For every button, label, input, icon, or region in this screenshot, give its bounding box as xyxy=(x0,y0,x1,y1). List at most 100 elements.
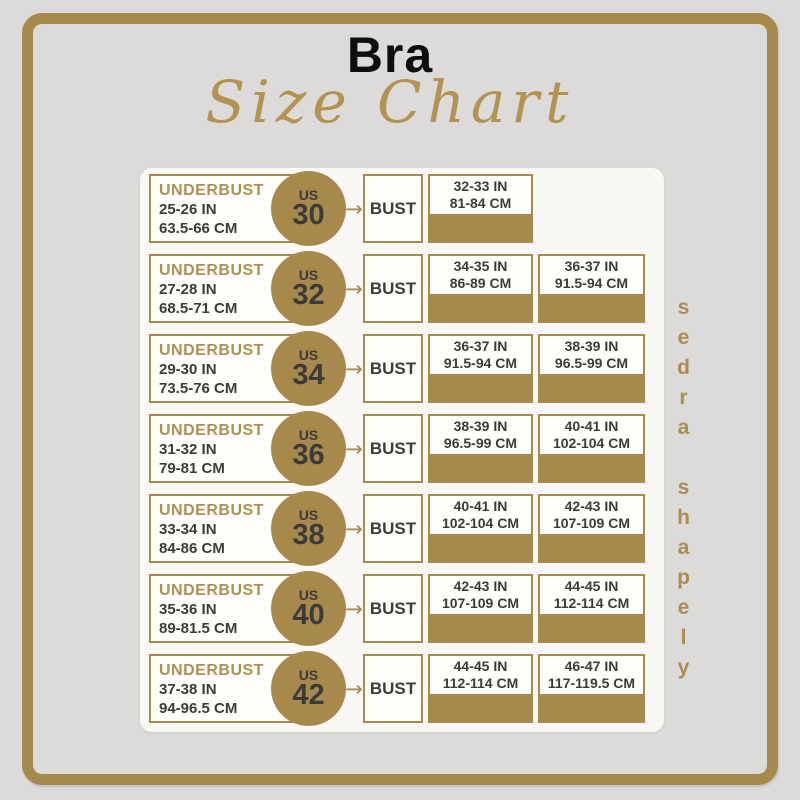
bust-range-cm: 117-119.5 CM xyxy=(547,675,636,691)
bust-range-inches: 42-43 IN xyxy=(453,578,508,594)
table-row: UNDERBUST 27-28 IN 68.5-71 CM US 32 → BU… xyxy=(149,251,654,326)
underbust-cm: 68.5-71 CM xyxy=(159,300,238,317)
underbust-cm: 84-86 CM xyxy=(159,540,225,557)
bust-range-inches: 36-37 IN xyxy=(453,338,508,354)
bust-range-inches: 42-43 IN xyxy=(564,498,619,514)
gold-fill-bar xyxy=(430,694,531,721)
bust-range-cm: 102-104 CM xyxy=(552,435,631,451)
underbust-cm: 94-96.5 CM xyxy=(159,700,238,717)
us-size-number: 32 xyxy=(292,278,325,311)
bust-range-cm: 81-84 CM xyxy=(449,195,512,211)
us-label: US xyxy=(298,586,319,603)
underbust-inches: 27-28 IN xyxy=(159,281,217,298)
bust-range-cm: 96.5-99 CM xyxy=(443,435,518,451)
gold-fill-bar xyxy=(540,374,643,401)
page-title: Bra xyxy=(346,27,434,83)
us-label: US xyxy=(298,266,319,283)
us-label: US xyxy=(298,426,319,443)
us-size-badge: US 36 xyxy=(271,411,346,486)
gold-fill-bar xyxy=(430,214,531,241)
us-label: US xyxy=(298,506,319,523)
bust-range-cm: 112-114 CM xyxy=(442,675,519,691)
bust-range-inches: 44-45 IN xyxy=(564,578,619,594)
bust-range-inches: 46-47 IN xyxy=(564,658,619,674)
underbust-inches: 37-38 IN xyxy=(159,681,217,698)
underbust-label: UNDERBUST xyxy=(159,582,264,599)
underbust-label: UNDERBUST xyxy=(159,422,264,439)
underbust-cm: 73.5-76 CM xyxy=(159,380,238,397)
us-label: US xyxy=(298,346,319,363)
underbust-label: UNDERBUST xyxy=(159,342,264,359)
gold-fill-bar xyxy=(430,374,531,401)
bust-range-secondary: 40-41 IN 102-104 CM xyxy=(538,414,645,483)
us-size-badge: US 34 xyxy=(271,331,346,406)
bust-range-primary: 38-39 IN 96.5-99 CM xyxy=(428,414,533,483)
underbust-inches: 33-34 IN xyxy=(159,521,217,538)
bust-range-inches: 38-39 IN xyxy=(453,418,508,434)
table-row: UNDERBUST 29-30 IN 73.5-76 CM US 34 → BU… xyxy=(149,331,654,406)
arrow-right-icon: → xyxy=(345,196,363,221)
bust-range-primary: 40-41 IN 102-104 CM xyxy=(428,494,533,563)
arrow-right-icon: → xyxy=(345,436,363,461)
table-row: UNDERBUST 33-34 IN 84-86 CM US 38 → BUST… xyxy=(149,491,654,566)
bust-label-box: BUST xyxy=(363,174,423,243)
bust-range-inches: 32-33 IN xyxy=(453,178,508,194)
bust-range-cm: 91.5-94 CM xyxy=(443,355,518,371)
underbust-cm: 63.5-66 CM xyxy=(159,220,238,237)
bust-range-primary: 44-45 IN 112-114 CM xyxy=(428,654,533,723)
gold-fill-bar xyxy=(540,694,643,721)
underbust-label: UNDERBUST xyxy=(159,662,264,679)
gold-fill-bar xyxy=(540,454,643,481)
us-size-number: 40 xyxy=(292,598,325,631)
gold-fill-bar xyxy=(430,534,531,561)
bust-label-box: BUST xyxy=(363,334,423,403)
page-subtitle: Size Chart xyxy=(205,68,575,136)
bust-label-box: BUST xyxy=(363,414,423,483)
bust-range-secondary: 42-43 IN 107-109 CM xyxy=(538,494,645,563)
underbust-inches: 31-32 IN xyxy=(159,441,217,458)
us-size-number: 42 xyxy=(292,678,325,711)
bust-range-cm: 102-104 CM xyxy=(441,515,520,531)
table-row: UNDERBUST 31-32 IN 79-81 CM US 36 → BUST… xyxy=(149,411,654,486)
bust-range-secondary: 44-45 IN 112-114 CM xyxy=(538,574,645,643)
bust-range-cm: 107-109 CM xyxy=(552,515,631,531)
bust-range-cm: 91.5-94 CM xyxy=(554,275,629,291)
us-size-number: 34 xyxy=(292,358,325,391)
gold-fill-bar xyxy=(430,454,531,481)
underbust-label: UNDERBUST xyxy=(159,182,264,199)
underbust-inches: 35-36 IN xyxy=(159,601,217,618)
arrow-right-icon: → xyxy=(345,516,363,541)
bust-range-secondary: 36-37 IN 91.5-94 CM xyxy=(538,254,645,323)
bust-range-cm: 112-114 CM xyxy=(553,595,630,611)
bust-range-primary: 42-43 IN 107-109 CM xyxy=(428,574,533,643)
arrow-right-icon: → xyxy=(345,276,363,301)
underbust-label: UNDERBUST xyxy=(159,502,264,519)
bust-range-inches: 34-35 IN xyxy=(453,258,508,274)
gold-fill-bar xyxy=(540,614,643,641)
bust-range-secondary: 38-39 IN 96.5-99 CM xyxy=(538,334,645,403)
arrow-right-icon: → xyxy=(345,356,363,381)
us-size-badge: US 32 xyxy=(271,251,346,326)
bust-label-box: BUST xyxy=(363,494,423,563)
arrow-right-icon: → xyxy=(345,596,363,621)
us-label: US xyxy=(298,186,319,203)
bust-range-secondary: 46-47 IN 117-119.5 CM xyxy=(538,654,645,723)
size-chart-table: UNDERBUST 25-26 IN 63.5-66 CM US 30 → BU… xyxy=(140,168,664,732)
table-row: UNDERBUST 37-38 IN 94-96.5 CM US 42 → BU… xyxy=(149,651,654,726)
underbust-cm: 79-81 CM xyxy=(159,460,225,477)
bust-range-cm: 107-109 CM xyxy=(441,595,520,611)
us-size-badge: US 30 xyxy=(271,171,346,246)
bust-range-inches: 36-37 IN xyxy=(564,258,619,274)
gold-fill-bar xyxy=(540,294,643,321)
table-row: UNDERBUST 35-36 IN 89-81.5 CM US 40 → BU… xyxy=(149,571,654,646)
gold-fill-bar xyxy=(430,294,531,321)
bust-range-cm: 96.5-99 CM xyxy=(554,355,629,371)
underbust-cm: 89-81.5 CM xyxy=(159,620,238,637)
gold-fill-bar xyxy=(540,534,643,561)
us-size-number: 38 xyxy=(292,518,325,551)
us-size-badge: US 42 xyxy=(271,651,346,726)
gold-fill-bar xyxy=(430,614,531,641)
underbust-inches: 29-30 IN xyxy=(159,361,217,378)
table-row: UNDERBUST 25-26 IN 63.5-66 CM US 30 → BU… xyxy=(149,171,654,246)
underbust-inches: 25-26 IN xyxy=(159,201,217,218)
